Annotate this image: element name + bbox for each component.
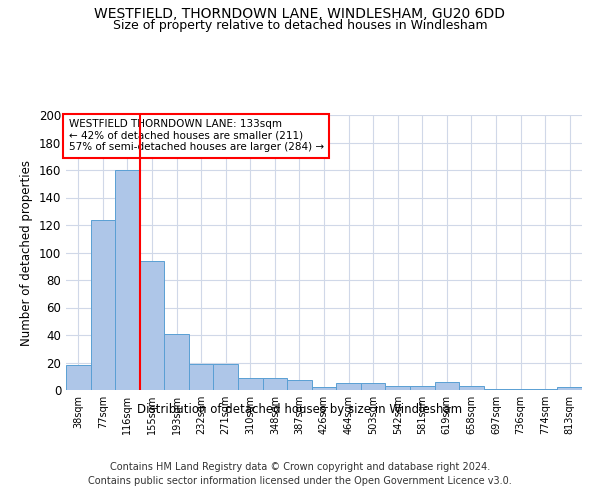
- Text: WESTFIELD THORNDOWN LANE: 133sqm
← 42% of detached houses are smaller (211)
57% : WESTFIELD THORNDOWN LANE: 133sqm ← 42% o…: [68, 119, 324, 152]
- Bar: [484, 388, 508, 390]
- Bar: [312, 387, 336, 390]
- Bar: [115, 170, 140, 390]
- Text: WESTFIELD, THORNDOWN LANE, WINDLESHAM, GU20 6DD: WESTFIELD, THORNDOWN LANE, WINDLESHAM, G…: [95, 8, 505, 22]
- Bar: [238, 378, 263, 390]
- Bar: [557, 387, 582, 390]
- Bar: [189, 364, 214, 390]
- Bar: [410, 386, 434, 390]
- Bar: [214, 364, 238, 390]
- Bar: [91, 220, 115, 390]
- Bar: [263, 378, 287, 390]
- Bar: [508, 388, 533, 390]
- Bar: [336, 383, 361, 390]
- Bar: [385, 386, 410, 390]
- Bar: [287, 380, 312, 390]
- Bar: [164, 334, 189, 390]
- Text: Contains HM Land Registry data © Crown copyright and database right 2024.: Contains HM Land Registry data © Crown c…: [110, 462, 490, 472]
- Text: Contains public sector information licensed under the Open Government Licence v3: Contains public sector information licen…: [88, 476, 512, 486]
- Bar: [533, 388, 557, 390]
- Bar: [434, 382, 459, 390]
- Bar: [66, 365, 91, 390]
- Text: Size of property relative to detached houses in Windlesham: Size of property relative to detached ho…: [113, 19, 487, 32]
- Text: Distribution of detached houses by size in Windlesham: Distribution of detached houses by size …: [137, 402, 463, 415]
- Bar: [459, 386, 484, 390]
- Bar: [140, 261, 164, 390]
- Bar: [361, 383, 385, 390]
- Y-axis label: Number of detached properties: Number of detached properties: [20, 160, 33, 346]
